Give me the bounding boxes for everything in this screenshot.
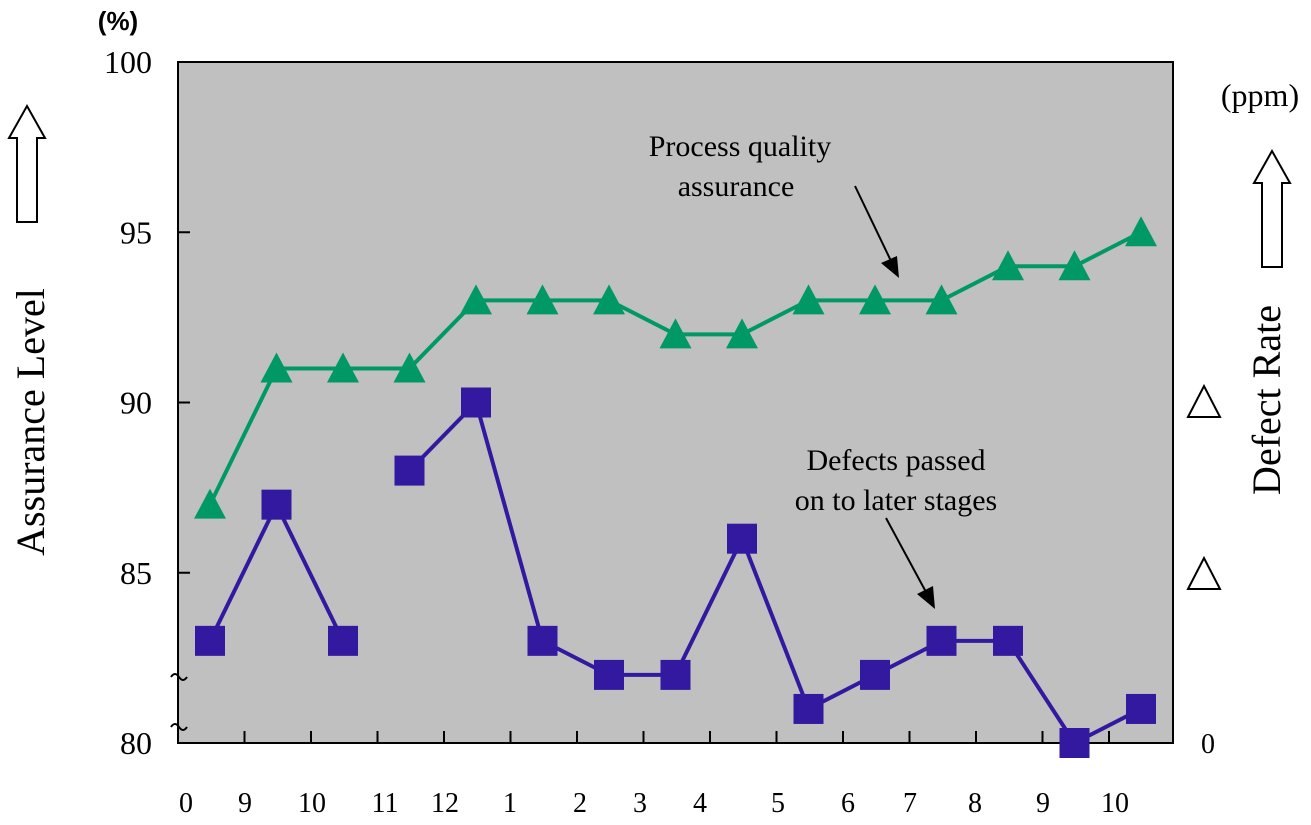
data-point-triangle bbox=[393, 352, 426, 383]
data-point-triangle bbox=[593, 284, 625, 315]
x-tick-label: 9 bbox=[238, 788, 252, 819]
x-tick-label: 10 bbox=[298, 788, 326, 819]
data-point-square bbox=[926, 625, 957, 656]
x-tick-label: 3 bbox=[633, 788, 647, 819]
x-tick-label: 11 bbox=[372, 788, 399, 819]
data-point-triangle bbox=[792, 284, 825, 315]
y2-axis-title: Defect Rate bbox=[1244, 305, 1289, 495]
axis-break-marks bbox=[170, 673, 188, 731]
data-point-triangle bbox=[460, 284, 492, 315]
data-point-square bbox=[261, 489, 292, 520]
x-tick-label: 6 bbox=[841, 788, 855, 819]
data-point-square bbox=[1059, 728, 1090, 758]
y2-tick-label: 0 bbox=[1201, 729, 1215, 760]
y-tick-label: 100 bbox=[104, 44, 152, 80]
y-tick-label: 80 bbox=[120, 725, 152, 761]
series-markers bbox=[194, 216, 1157, 758]
axis-break-mark bbox=[170, 673, 188, 681]
data-point-triangle bbox=[1125, 216, 1157, 247]
y-tick-label: 95 bbox=[120, 214, 152, 250]
data-point-triangle bbox=[327, 352, 359, 383]
data-point-square bbox=[1126, 693, 1156, 724]
x-tick-label: 1 bbox=[503, 788, 517, 819]
data-point-square bbox=[328, 625, 358, 656]
x-tick-label: 2 bbox=[573, 788, 587, 819]
data-point-square bbox=[195, 625, 225, 656]
x-tick-label: 12 bbox=[431, 788, 459, 819]
series-line bbox=[408, 400, 1142, 745]
data-point-square bbox=[660, 659, 691, 690]
y-axis-ticks bbox=[178, 231, 190, 574]
data-point-triangle bbox=[526, 284, 559, 315]
x-axis-labels: 0 9 10 11 12 1 2 3 4 5 6 7 8 9 10 bbox=[179, 788, 1129, 819]
data-point-square bbox=[527, 625, 558, 656]
x-tick-label: 0 bbox=[179, 788, 193, 819]
y-axis-labels: 100 95 90 85 80 bbox=[104, 44, 152, 761]
y2-marker-triangle bbox=[1186, 383, 1222, 418]
annotation-arrow-line bbox=[854, 185, 892, 262]
x-tick-label: 4 bbox=[693, 788, 707, 819]
y-axis-unit: (%) bbox=[98, 6, 138, 36]
y-axis-title: Assurance Level bbox=[8, 288, 53, 556]
data-point-square bbox=[594, 659, 624, 690]
annotation-arrow-head bbox=[917, 586, 935, 609]
y-tick-label: 90 bbox=[120, 385, 152, 421]
annotation-defects-line2: on to later stages bbox=[795, 484, 997, 517]
annotation-process-quality-line2: assurance bbox=[678, 170, 795, 203]
y-axis-up-arrow bbox=[7, 103, 47, 223]
x-tick-label: 10 bbox=[1101, 788, 1129, 819]
data-point-triangle bbox=[260, 352, 293, 383]
y2-axis-unit: (ppm) bbox=[1221, 77, 1299, 113]
annotation-arrow-line bbox=[885, 517, 927, 593]
data-point-triangle bbox=[992, 250, 1024, 281]
data-point-triangle bbox=[726, 318, 758, 349]
data-point-square bbox=[793, 693, 824, 724]
data-point-square bbox=[860, 659, 890, 690]
y2-marker-triangle bbox=[1186, 555, 1222, 590]
data-point-triangle bbox=[1058, 250, 1091, 281]
data-point-square bbox=[461, 387, 491, 418]
data-point-triangle bbox=[925, 284, 958, 315]
x-tick-label: 7 bbox=[903, 788, 917, 819]
y-tick-label: 85 bbox=[120, 555, 152, 591]
data-point-square bbox=[394, 455, 425, 486]
annotation-arrow-head bbox=[881, 256, 899, 278]
x-tick-label: 8 bbox=[968, 788, 982, 819]
annotation-process-quality-line1: Process quality bbox=[649, 130, 831, 163]
data-point-triangle bbox=[659, 318, 692, 349]
annotation-defects-line1: Defects passed bbox=[806, 444, 985, 477]
x-tick-label: 5 bbox=[771, 788, 785, 819]
data-point-square bbox=[993, 625, 1023, 656]
data-point-square bbox=[727, 523, 757, 554]
data-point-triangle bbox=[859, 284, 891, 315]
x-tick-label: 9 bbox=[1036, 788, 1050, 819]
x-axis-ticks bbox=[243, 731, 1110, 743]
data-point-triangle bbox=[194, 488, 226, 519]
y2-axis-up-arrow bbox=[1252, 148, 1292, 268]
plot-area bbox=[177, 61, 1174, 744]
axis-break-mark bbox=[170, 723, 188, 731]
